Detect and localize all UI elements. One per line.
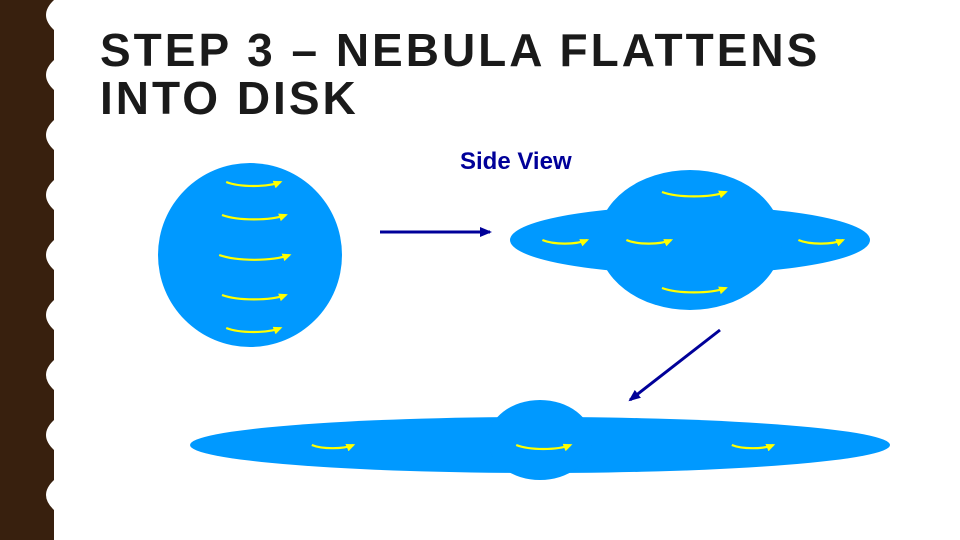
page-title: STEP 3 – NEBULA FLATTENS INTO DISK [100, 26, 920, 123]
nebula-sphere [158, 163, 342, 347]
stage1-sphere [158, 163, 342, 347]
nebula-core-bulge [488, 400, 592, 480]
transition-arrow-icon [630, 330, 720, 400]
nebula-core [598, 170, 782, 310]
nebula-diagram [100, 160, 940, 520]
sidebar-stripe [0, 0, 54, 540]
stage2-oblate [510, 170, 870, 310]
stage3-disk [190, 400, 890, 480]
